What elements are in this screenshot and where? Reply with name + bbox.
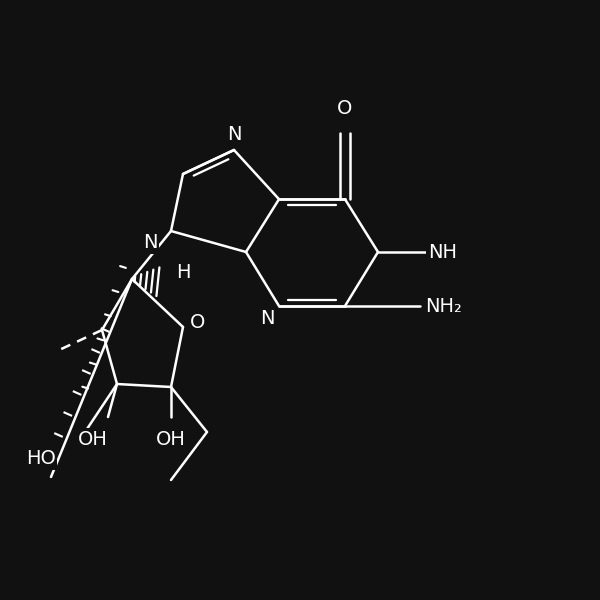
Text: OH: OH — [156, 430, 186, 449]
Text: O: O — [337, 98, 353, 118]
Text: OH: OH — [78, 430, 108, 449]
Text: O: O — [190, 313, 206, 332]
Text: NH: NH — [428, 242, 457, 262]
Text: H: H — [176, 263, 191, 283]
Text: N: N — [143, 233, 157, 253]
Text: N: N — [227, 125, 241, 145]
Text: N: N — [260, 308, 274, 328]
Text: HO: HO — [26, 449, 56, 469]
Text: NH₂: NH₂ — [425, 296, 463, 316]
